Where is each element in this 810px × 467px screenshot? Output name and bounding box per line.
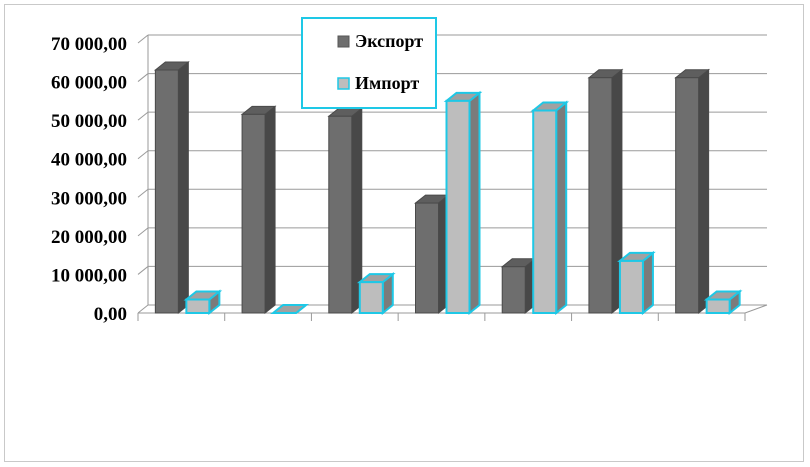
chart-frame: 0,00 10 000,00 20 000,00 30 000,00 40 000,00…: [4, 4, 804, 462]
y-tick-label: 50 000,00: [51, 111, 127, 132]
legend-swatch: [337, 77, 350, 90]
bar: [705, 298, 731, 314]
bar-side: [264, 105, 276, 315]
gridline-depth: [137, 111, 149, 121]
gridline-depth: [137, 150, 149, 160]
bar: [241, 113, 266, 314]
y-tick-label: 40 000,00: [51, 150, 127, 171]
bar-side: [468, 90, 481, 316]
legend-label: Экспорт: [355, 31, 423, 51]
gridline-depth: [137, 73, 149, 82]
bar: [501, 266, 526, 314]
bar-side: [641, 250, 654, 316]
legend-swatch: [337, 35, 350, 48]
bar: [532, 109, 558, 314]
gridline-depth: [137, 34, 149, 44]
bar: [618, 259, 644, 315]
legend-label: Импорт: [355, 73, 419, 93]
bar-side: [177, 60, 189, 315]
bar: [358, 281, 384, 314]
gridline-depth: [137, 188, 149, 198]
legend-box: [301, 17, 437, 109]
bar-top: [270, 304, 309, 314]
bar: [675, 77, 700, 314]
bar: [154, 69, 179, 314]
y-tick-label: 0,00: [94, 304, 127, 325]
bar: [185, 298, 211, 314]
y-tick-label: 70 000,00: [51, 34, 127, 55]
gridline-depth: [137, 266, 149, 275]
y-tick-label: 60 000,00: [51, 73, 127, 94]
bar: [445, 99, 471, 314]
y-tick-label: 10 000,00: [51, 265, 127, 286]
bar: [328, 115, 353, 314]
gridline-depth: [137, 304, 149, 314]
bar: [588, 77, 613, 314]
y-tick-label: 20 000,00: [51, 227, 127, 248]
y-tick-label: 30 000,00: [51, 188, 127, 209]
bar: [415, 202, 439, 314]
bar-chart: 0,00 10 000,00 20 000,00 30 000,00 40 000,00…: [51, 17, 768, 325]
bar-side: [698, 68, 710, 315]
x-axis-depth: [744, 304, 768, 314]
gridline-depth: [137, 227, 149, 237]
bar-side: [555, 100, 568, 316]
